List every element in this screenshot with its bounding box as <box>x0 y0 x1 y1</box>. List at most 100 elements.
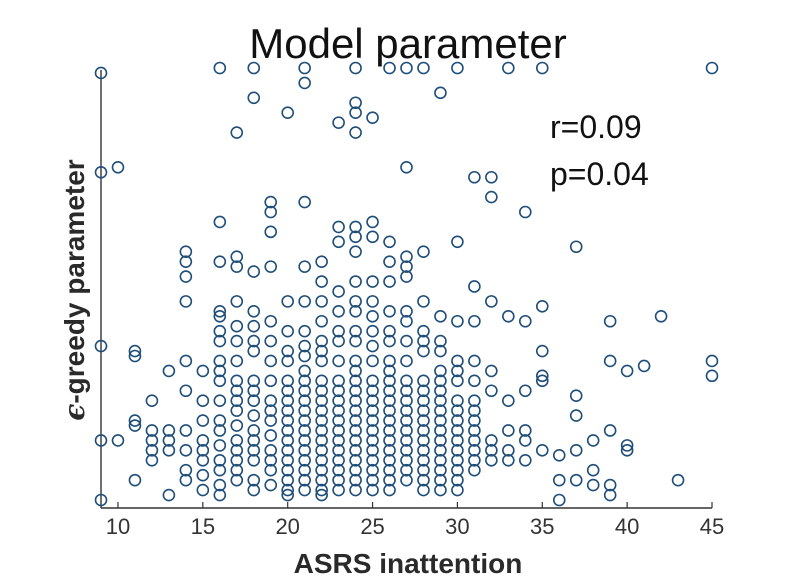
data-point <box>485 453 498 467</box>
data-point <box>247 409 261 422</box>
data-point <box>569 444 583 457</box>
data-point <box>281 434 294 447</box>
data-point <box>366 394 379 407</box>
data-point <box>468 463 481 477</box>
data-point <box>247 384 261 398</box>
data-point <box>196 394 210 407</box>
data-point <box>315 275 328 288</box>
data-point <box>247 265 261 278</box>
data-point <box>451 394 464 407</box>
data-point <box>502 424 515 437</box>
data-point <box>332 285 345 298</box>
data-point <box>569 389 583 403</box>
data-point <box>247 319 261 333</box>
data-point <box>485 384 498 398</box>
x-tick-label: 10 <box>106 514 130 539</box>
data-point <box>519 205 532 219</box>
data-point <box>247 61 261 75</box>
data-point <box>298 463 311 477</box>
data-point <box>349 106 362 119</box>
data-point <box>366 111 379 124</box>
data-point <box>366 354 379 368</box>
data-point <box>179 270 193 283</box>
data-point <box>417 453 430 467</box>
data-point <box>213 309 227 323</box>
data-point <box>213 439 227 452</box>
data-point <box>383 255 396 268</box>
data-point <box>281 453 294 467</box>
data-point <box>298 384 311 398</box>
data-point <box>179 444 193 457</box>
data-point <box>94 66 108 80</box>
data-point <box>434 344 447 358</box>
data-point <box>281 463 294 477</box>
data-point <box>620 364 634 378</box>
data-point <box>230 354 244 368</box>
data-point <box>247 394 261 407</box>
data-point <box>145 394 159 407</box>
data-point <box>264 414 278 427</box>
data-point <box>417 424 430 437</box>
data-point <box>315 255 328 268</box>
x-axis-label: ASRS inattention <box>294 548 523 579</box>
y-axis-label: ϵ-greedy parameter <box>58 159 91 420</box>
data-point <box>519 434 532 447</box>
data-point <box>383 434 396 447</box>
data-point <box>213 478 227 492</box>
data-point <box>315 404 328 417</box>
data-point <box>264 463 278 477</box>
data-point <box>569 240 583 254</box>
data-point <box>417 444 430 457</box>
data-point <box>349 305 362 318</box>
data-point <box>535 300 549 313</box>
data-point <box>349 424 362 437</box>
data-point <box>281 444 294 457</box>
data-point <box>145 444 159 457</box>
data-point <box>332 334 345 348</box>
data-point <box>434 483 447 497</box>
data-point <box>332 374 345 388</box>
data-point <box>315 434 328 447</box>
data-point <box>298 453 311 467</box>
data-point <box>349 96 362 110</box>
data-point <box>349 374 362 388</box>
data-point <box>230 384 244 398</box>
data-point <box>366 324 379 338</box>
data-point <box>535 61 549 75</box>
data-point <box>230 404 244 417</box>
data-point <box>298 424 311 437</box>
data-point <box>400 444 413 457</box>
data-point <box>705 354 719 368</box>
data-point <box>162 488 176 502</box>
data-point <box>332 444 345 457</box>
data-point <box>383 354 396 368</box>
x-tick-label: 15 <box>191 514 215 539</box>
data-point <box>332 434 345 447</box>
data-point <box>434 404 447 417</box>
data-point <box>349 473 362 487</box>
data-point <box>366 434 379 447</box>
data-point <box>451 364 464 378</box>
data-point <box>417 295 430 308</box>
data-point <box>366 414 379 427</box>
data-point <box>281 384 294 398</box>
data-point <box>332 404 345 417</box>
y-axis-label-text: -greedy parameter <box>59 159 90 403</box>
data-point <box>671 473 685 487</box>
data-point <box>315 453 328 467</box>
data-point <box>281 424 294 437</box>
data-point <box>315 473 328 487</box>
data-point <box>281 473 294 487</box>
data-point <box>366 463 379 477</box>
data-point <box>247 424 261 437</box>
data-point <box>179 245 193 259</box>
data-point <box>349 404 362 417</box>
data-point <box>298 444 311 457</box>
correlation-r: r=0.09 <box>550 109 642 145</box>
data-point <box>332 394 345 407</box>
data-point <box>434 86 447 100</box>
data-point <box>383 453 396 467</box>
data-point <box>179 354 193 368</box>
data-point <box>451 444 464 457</box>
